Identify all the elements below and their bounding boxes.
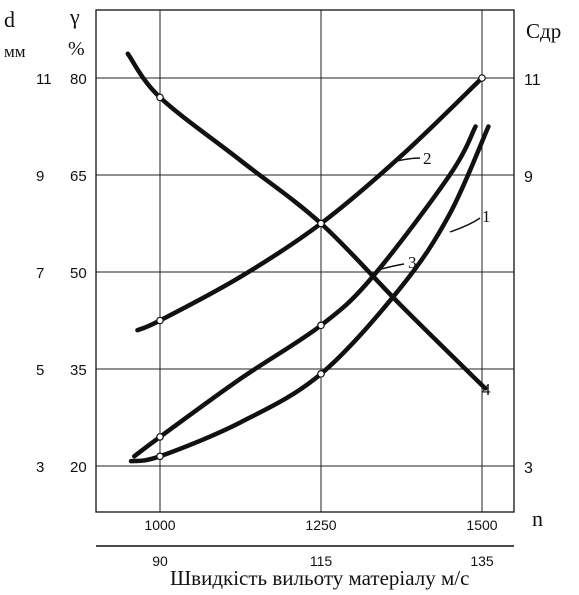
- curve-label-2: 2: [423, 149, 432, 168]
- curve-1: [128, 124, 491, 464]
- y-unit-gamma: %: [68, 38, 85, 60]
- curves: [125, 51, 491, 464]
- tick-d-0: 3: [36, 459, 44, 476]
- tick-labels-n: 1000 1250 1500: [144, 517, 497, 533]
- tick-d-4: 11: [36, 71, 52, 88]
- marker-curve-1-1: [156, 452, 164, 461]
- tick-n-2: 1500: [466, 517, 497, 533]
- tick-n-1: 1250: [305, 517, 336, 533]
- tick-labels-speed: 90 115 135: [152, 553, 494, 569]
- tick-right-2: 11: [524, 72, 541, 89]
- tick-labels-right: 3 9 11: [524, 72, 541, 477]
- tick-d-3: 9: [36, 168, 44, 185]
- y-label-d: d: [4, 7, 15, 32]
- leader-curve-1: [449, 217, 481, 233]
- tick-n-0: 1000: [144, 517, 175, 533]
- curve-labels: 1 2 3 4: [408, 149, 491, 399]
- marker-curve-1-3: [317, 370, 325, 378]
- plot-frame: [95, 9, 515, 513]
- x-label-n: n: [532, 506, 543, 531]
- tick-gamma-2: 50: [70, 265, 87, 282]
- marker-curve-3-1: [156, 433, 164, 441]
- tick-speed-1: 115: [310, 553, 333, 569]
- leader-curve-3: [377, 263, 405, 271]
- tick-speed-2: 135: [470, 553, 494, 569]
- curve-label-3: 3: [408, 253, 417, 272]
- tick-gamma-0: 20: [70, 459, 87, 476]
- data-markers: [156, 74, 486, 461]
- curve-3: [131, 124, 478, 459]
- marker-curve-2-5: [478, 74, 486, 82]
- y-label-gamma: γ: [69, 4, 80, 29]
- tick-right-0: 3: [524, 460, 533, 477]
- tick-gamma-4: 80: [70, 71, 87, 88]
- tick-gamma-3: 65: [70, 168, 87, 185]
- curve-label-4: 4: [482, 380, 491, 399]
- tick-speed-0: 90: [152, 553, 168, 569]
- tick-d-1: 5: [36, 362, 44, 379]
- leader-curve-2: [391, 157, 421, 163]
- marker-curve-4-3: [317, 219, 325, 228]
- marker-curve-2-1: [156, 316, 164, 325]
- y-label-right: Cдр: [526, 19, 561, 43]
- curve-label-1: 1: [482, 207, 491, 226]
- x-axis-title: Швидкість вильоту матеріалу м/с: [170, 566, 469, 590]
- marker-curve-4-1: [156, 93, 164, 102]
- tick-gamma-1: 35: [70, 362, 87, 379]
- curve-label-leaders: [377, 157, 481, 271]
- tick-right-1: 9: [524, 169, 533, 186]
- marker-curve-3-3: [317, 321, 325, 330]
- tick-labels-d: 3 5 7 9 11: [36, 71, 52, 476]
- tick-labels-gamma: 20 35 50 65 80: [70, 71, 87, 476]
- tick-d-2: 7: [36, 265, 44, 282]
- y-unit-d: мм: [4, 42, 26, 61]
